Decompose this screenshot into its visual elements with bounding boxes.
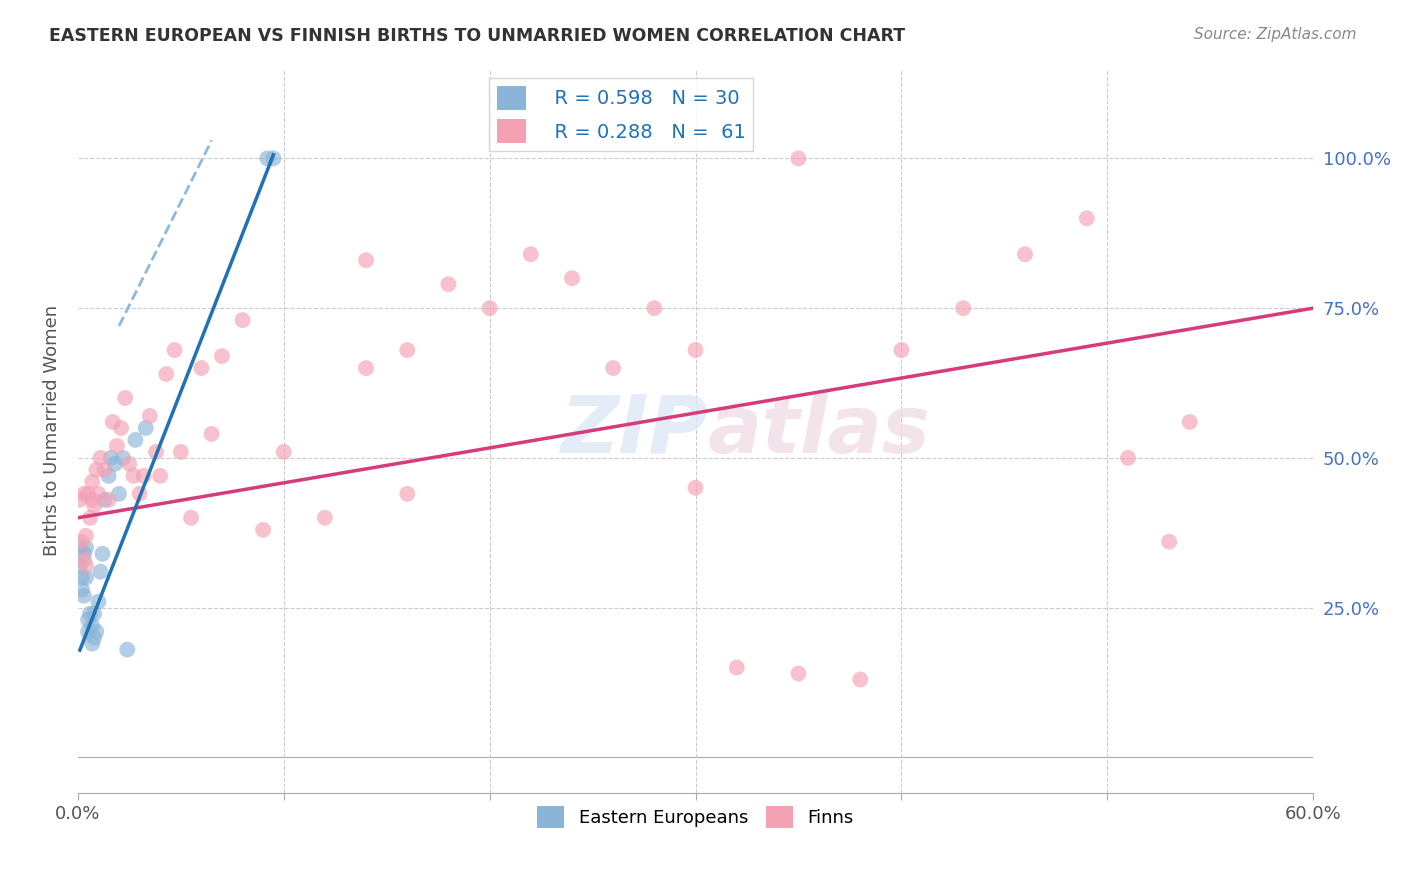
Point <box>170 445 193 459</box>
Point <box>139 409 162 423</box>
Point <box>83 499 105 513</box>
Point <box>122 468 145 483</box>
Point <box>1014 247 1036 261</box>
Point <box>396 343 419 357</box>
Point <box>87 487 110 501</box>
Point <box>314 510 336 524</box>
Point <box>69 492 91 507</box>
Point <box>643 301 665 315</box>
Point <box>890 343 912 357</box>
Point <box>561 271 583 285</box>
Point <box>91 547 114 561</box>
Point <box>87 595 110 609</box>
Point <box>354 361 377 376</box>
Point <box>97 468 120 483</box>
Point <box>725 660 748 674</box>
Point <box>77 613 100 627</box>
Point <box>105 439 128 453</box>
Point <box>89 565 111 579</box>
Point <box>849 673 872 687</box>
Point <box>86 463 108 477</box>
Point <box>155 367 177 381</box>
Point <box>82 618 104 632</box>
Point <box>180 510 202 524</box>
Point <box>520 247 543 261</box>
Point <box>112 450 135 465</box>
Point <box>273 445 295 459</box>
Point <box>70 582 93 597</box>
Point <box>262 152 284 166</box>
Point <box>1159 534 1181 549</box>
Point <box>77 487 100 501</box>
Point <box>82 492 104 507</box>
Point <box>101 415 124 429</box>
Point <box>256 152 278 166</box>
Point <box>252 523 274 537</box>
Point <box>100 450 122 465</box>
Point <box>75 571 97 585</box>
Text: Source: ZipAtlas.com: Source: ZipAtlas.com <box>1194 27 1357 42</box>
Point <box>73 589 96 603</box>
Point <box>104 457 127 471</box>
Point <box>1116 450 1139 465</box>
Point <box>1076 211 1098 226</box>
Point <box>73 552 96 566</box>
Point <box>69 541 91 555</box>
Point <box>952 301 974 315</box>
Point <box>1178 415 1201 429</box>
Point <box>79 607 101 621</box>
Text: atlas: atlas <box>707 392 931 470</box>
Point <box>89 450 111 465</box>
Point <box>787 152 810 166</box>
Point <box>685 481 707 495</box>
Point <box>132 468 155 483</box>
Point <box>602 361 624 376</box>
Point <box>83 631 105 645</box>
Y-axis label: Births to Unmarried Women: Births to Unmarried Women <box>44 305 60 557</box>
Point <box>108 487 131 501</box>
Point <box>75 558 97 573</box>
Point <box>149 468 172 483</box>
Point <box>354 253 377 268</box>
Point <box>437 277 460 292</box>
Point <box>396 487 419 501</box>
Point <box>211 349 233 363</box>
Point <box>69 558 91 573</box>
Point <box>93 463 115 477</box>
Point <box>115 642 138 657</box>
Point <box>190 361 212 376</box>
Legend: Eastern Europeans, Finns: Eastern Europeans, Finns <box>530 798 860 835</box>
Point <box>93 492 115 507</box>
Point <box>201 426 224 441</box>
Point <box>75 529 97 543</box>
Point <box>77 624 100 639</box>
Point <box>86 624 108 639</box>
Text: ZIP: ZIP <box>560 392 707 470</box>
Point <box>685 343 707 357</box>
Point <box>70 534 93 549</box>
Point <box>478 301 501 315</box>
Point <box>70 571 93 585</box>
Point <box>82 637 104 651</box>
Point <box>231 313 253 327</box>
Point <box>110 421 132 435</box>
Point <box>73 487 96 501</box>
Point <box>118 457 141 471</box>
Point <box>114 391 136 405</box>
Point <box>83 607 105 621</box>
Point <box>128 487 150 501</box>
Point <box>124 433 146 447</box>
Point <box>82 475 104 489</box>
Point <box>97 492 120 507</box>
Text: EASTERN EUROPEAN VS FINNISH BIRTHS TO UNMARRIED WOMEN CORRELATION CHART: EASTERN EUROPEAN VS FINNISH BIRTHS TO UN… <box>49 27 905 45</box>
Point <box>163 343 186 357</box>
Point <box>79 510 101 524</box>
Point <box>75 541 97 555</box>
Point <box>787 666 810 681</box>
Point <box>145 445 167 459</box>
Point <box>73 547 96 561</box>
Point <box>135 421 157 435</box>
